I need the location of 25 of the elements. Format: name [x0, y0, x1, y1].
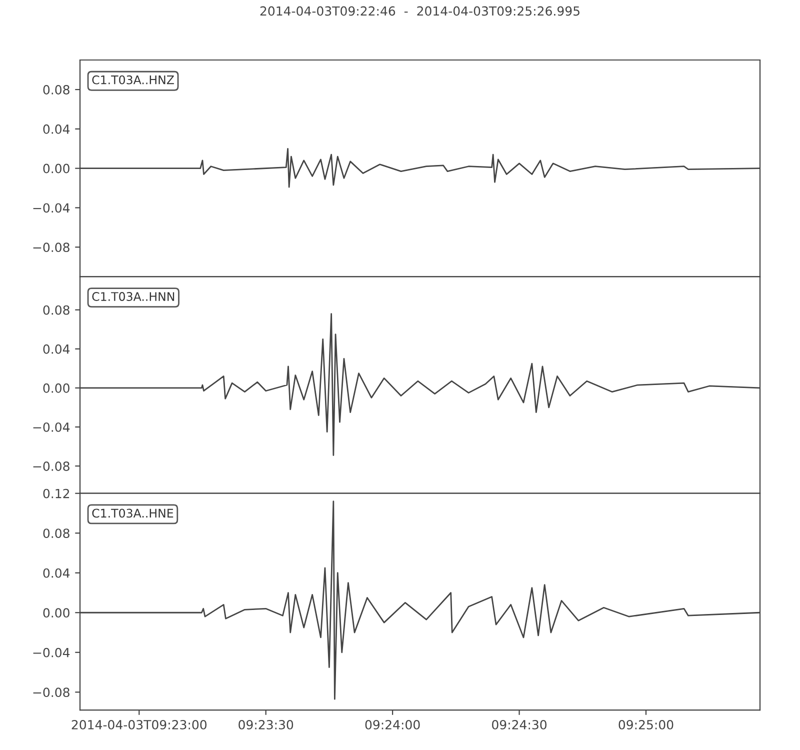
x-tick-label: 09:25:00 — [618, 720, 674, 730]
y-tick-label: 0.08 — [43, 85, 70, 94]
y-tick-label: −0.08 — [33, 242, 70, 252]
x-tick-label: 09:24:00 — [365, 720, 420, 730]
x-tick-label: 2014-04-03T09:23:00 — [72, 720, 207, 730]
y-tick-label: −0.08 — [33, 688, 70, 698]
y-tick-label: −0.04 — [33, 203, 70, 213]
y-tick-label: 0.00 — [43, 164, 70, 174]
y-tick-label: 0.08 — [43, 305, 70, 315]
annotation: C1.T03A..HNZ — [92, 75, 174, 84]
y-tick-label: 0.04 — [43, 344, 70, 354]
x-tick-label: 09:24:30 — [492, 720, 547, 730]
y-tick-label: −0.04 — [33, 422, 70, 432]
y-tick-label: −0.08 — [33, 461, 70, 471]
chart-title: 2014-04-03T09:22:46 - 2014-04-03T09:25:26.995 — [260, 6, 580, 16]
y-tick-label: 0.00 — [43, 383, 70, 393]
x-tick-label: 09:23:30 — [238, 720, 294, 730]
annotation: C1.T03A..HNE — [92, 508, 174, 518]
annotation: C1.T03A..HNN — [92, 292, 174, 301]
y-tick-label: 0.04 — [43, 568, 70, 578]
y-tick-label: −0.04 — [33, 648, 70, 658]
y-tick-label: 0.08 — [43, 528, 70, 538]
y-tick-label: 0.04 — [43, 124, 70, 134]
y-tick-label: 0.00 — [43, 608, 70, 618]
y-tick-label: 0.12 — [43, 488, 70, 498]
